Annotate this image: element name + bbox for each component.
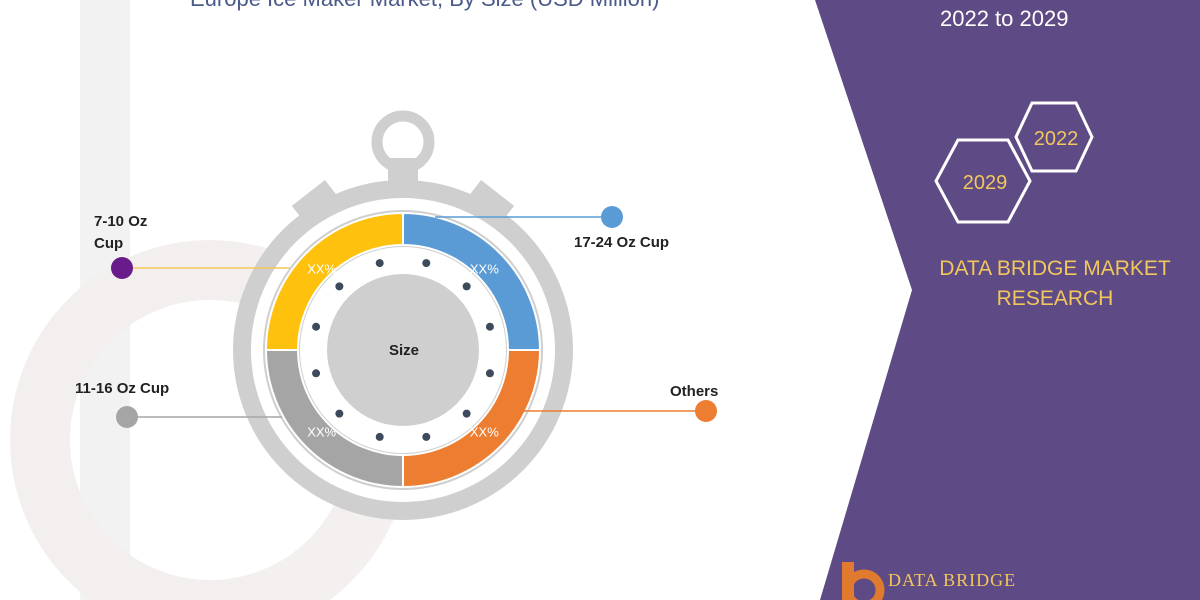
leader-11-16-dot <box>116 406 138 428</box>
hex-year-2029: 2029 <box>963 172 1008 194</box>
dial-dot <box>462 409 471 418</box>
dial-dots <box>312 259 494 441</box>
brand-line-1: DATA BRIDGE MARKET <box>939 257 1171 280</box>
hexagon-2029 <box>934 138 1032 224</box>
chart-title: Europe Ice Maker Market, By Size (USD Mi… <box>190 0 659 12</box>
logo-mark <box>842 562 885 600</box>
slice-value-label: XX% <box>470 424 499 439</box>
dial-dot <box>335 282 344 291</box>
dial-dot <box>312 322 321 331</box>
dial-dot <box>312 369 321 378</box>
legend-label-11-16: 11-16 Oz Cup <box>75 380 170 397</box>
legend-label-others: Others <box>670 383 719 400</box>
legend-label-7-10: 7-10 Oz Cup <box>94 213 148 252</box>
dial-dot <box>462 282 471 291</box>
dial-dot <box>375 259 384 268</box>
hex-year-2022: 2022 <box>1034 128 1079 150</box>
period-label: 2022 to 2029 <box>940 6 1069 31</box>
dial-dot <box>485 322 494 331</box>
slice-7-10-oz-cup <box>264 211 404 351</box>
leader-others-dot <box>695 400 717 422</box>
leader-17-24-dot <box>601 206 623 228</box>
dial-dot <box>422 259 431 268</box>
dial-dot <box>485 369 494 378</box>
brand-name: DATA BRIDGE MARKET RESEARCH <box>920 254 1190 314</box>
slice-value-label: XX% <box>307 262 336 277</box>
slice-value-label: XX% <box>470 262 499 277</box>
dial-dot <box>422 432 431 441</box>
legend-label-17-24: 17-24 Oz Cup <box>574 234 670 251</box>
slice-value-label: XX% <box>307 424 336 439</box>
inner-dial <box>300 247 506 453</box>
leader-lines <box>111 206 717 428</box>
hexagon-2022 <box>1014 101 1094 173</box>
logo-text: DATA BRIDGE <box>888 570 1017 590</box>
leader-7-10-dot <box>111 257 133 279</box>
purple-panel <box>815 0 1200 600</box>
dial-dot <box>335 409 344 418</box>
center-label: Size <box>389 342 419 359</box>
brand-line-2: RESEARCH <box>996 287 1114 310</box>
dial-dot <box>375 432 384 441</box>
donut-ring <box>264 211 542 489</box>
segment-labels: XX% XX% XX% XX% <box>307 262 499 440</box>
